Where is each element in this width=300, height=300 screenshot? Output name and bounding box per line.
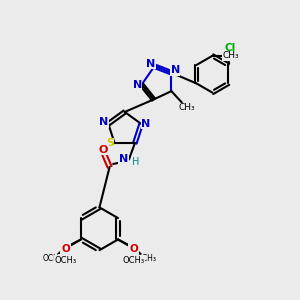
Text: H: H [132, 157, 139, 167]
Text: N: N [171, 65, 180, 75]
Text: N: N [133, 80, 142, 90]
Text: O: O [129, 244, 138, 254]
Text: O: O [129, 243, 138, 253]
Text: CH₃: CH₃ [178, 103, 195, 112]
Text: OCH₃: OCH₃ [136, 254, 156, 263]
Text: N: N [146, 59, 155, 69]
Text: CH₃: CH₃ [223, 51, 239, 60]
Text: OCH₃: OCH₃ [54, 256, 76, 265]
Text: O: O [61, 244, 70, 254]
Text: N: N [141, 119, 151, 129]
Text: O: O [61, 243, 70, 253]
Text: OCH₃: OCH₃ [43, 254, 63, 263]
Text: N: N [119, 154, 128, 164]
Text: S: S [106, 138, 114, 148]
Text: Cl: Cl [224, 44, 236, 53]
Text: N: N [99, 117, 108, 128]
Text: OCH₃: OCH₃ [122, 256, 145, 265]
Text: O: O [99, 145, 108, 155]
